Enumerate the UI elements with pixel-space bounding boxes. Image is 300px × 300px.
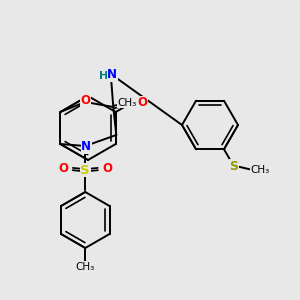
Text: CH₃: CH₃ (76, 262, 95, 272)
Text: S: S (230, 160, 238, 173)
Text: N: N (107, 68, 117, 82)
Text: N: N (81, 140, 91, 154)
Text: CH₃: CH₃ (250, 165, 270, 175)
Text: CH₃: CH₃ (118, 98, 137, 107)
Text: O: O (102, 163, 112, 176)
Text: O: O (80, 94, 90, 107)
Text: S: S (80, 164, 90, 176)
Text: H: H (99, 71, 108, 81)
Text: O: O (137, 97, 147, 110)
Text: O: O (58, 163, 68, 176)
